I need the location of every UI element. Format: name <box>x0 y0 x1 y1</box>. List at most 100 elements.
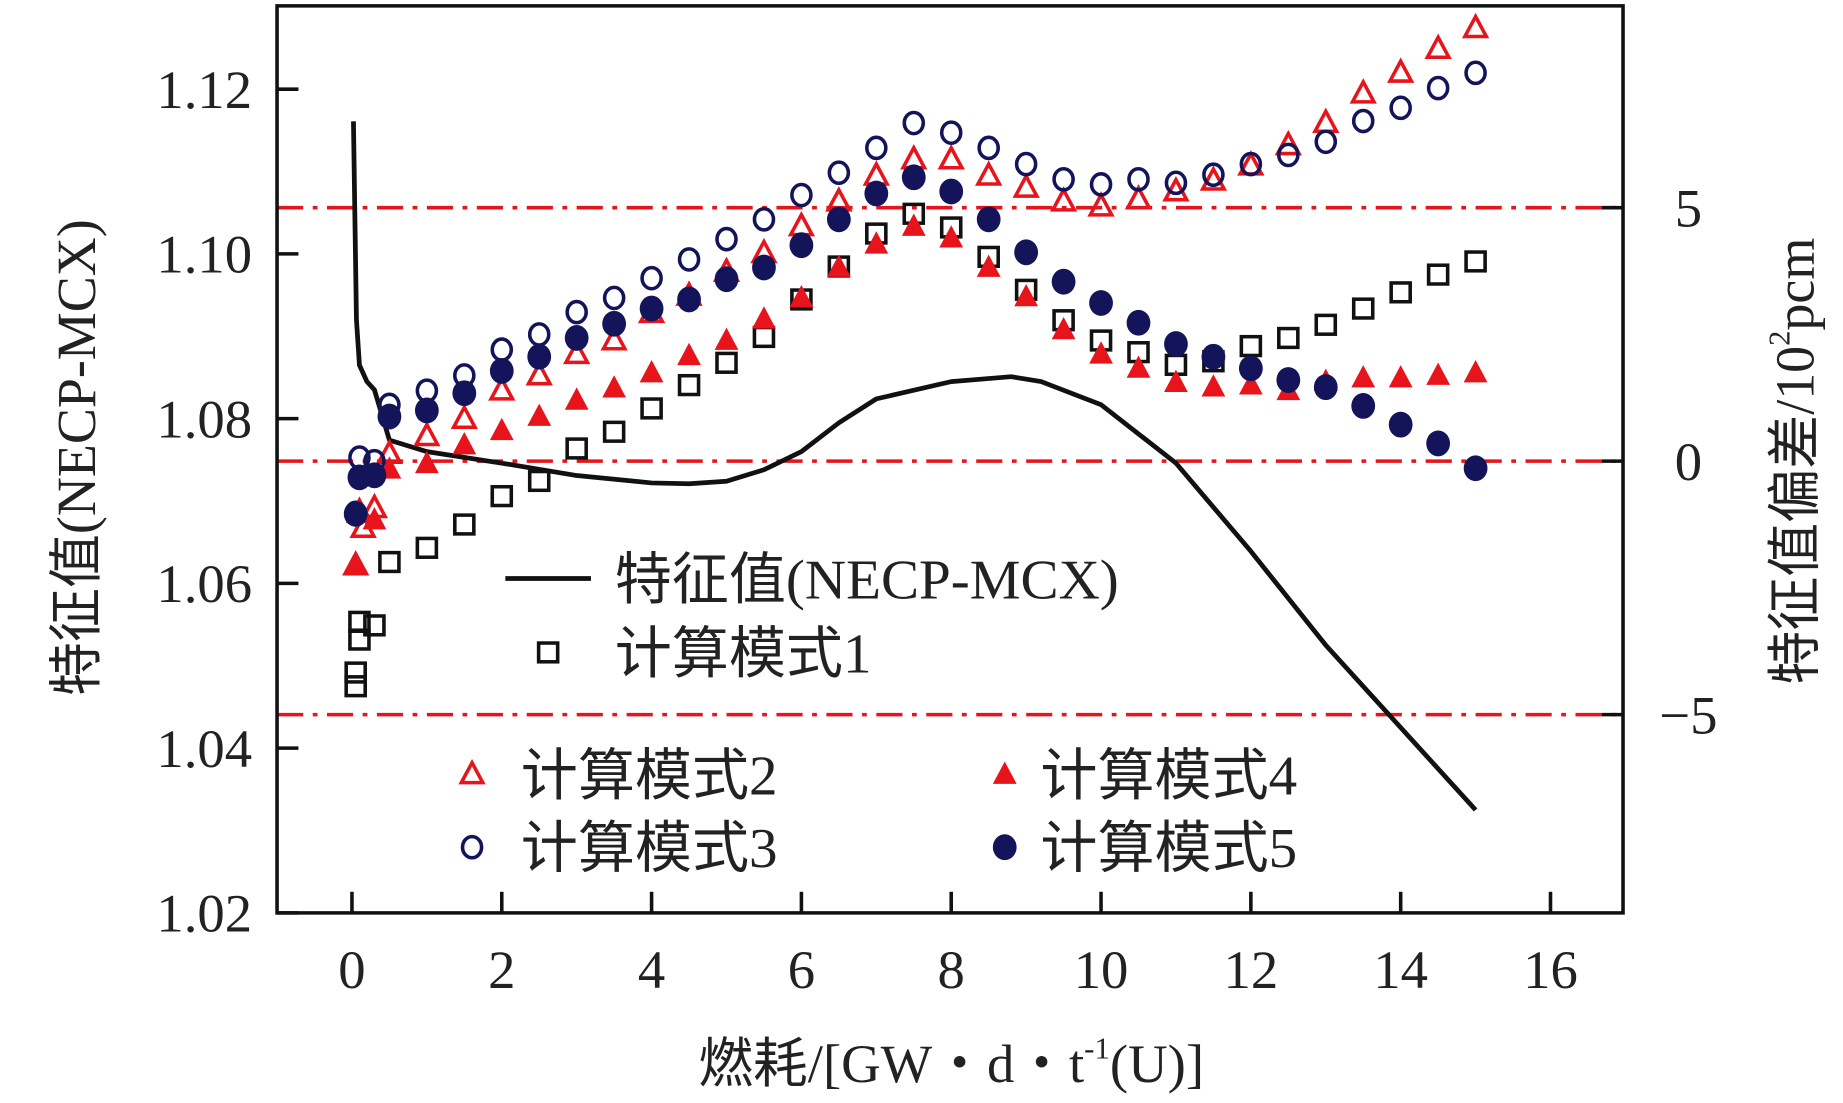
y-tick-label: 1.04 <box>156 719 252 779</box>
mode1-point <box>348 610 371 633</box>
mode5-point <box>1201 343 1226 370</box>
mode2-point <box>1387 57 1415 83</box>
mode5-point <box>1164 331 1188 357</box>
mode4-point <box>527 403 552 426</box>
mode3-point <box>602 285 626 311</box>
mode4-point <box>1051 316 1076 340</box>
mode1-point <box>1464 250 1487 273</box>
mode4-point <box>1126 355 1151 378</box>
mode1-point <box>415 536 439 559</box>
x-tick-label: 2 <box>488 940 515 1000</box>
y-tick-label: 1.02 <box>156 884 252 944</box>
mode1-point <box>1389 281 1412 304</box>
mode1-point <box>715 351 738 374</box>
mode1-point <box>453 513 476 536</box>
mode2-point <box>1461 12 1490 39</box>
square-icon <box>536 641 560 664</box>
legend-label-mode4: 计算模式4 <box>1040 745 1297 808</box>
mode5-point <box>714 266 739 293</box>
mode3-point <box>640 265 663 291</box>
mode1-point <box>1314 313 1338 336</box>
mode1-point <box>344 661 367 684</box>
y2-tick-label: −5 <box>1659 686 1717 746</box>
x-tick-label: 4 <box>638 940 665 1000</box>
mode4-point <box>1463 360 1488 383</box>
legend-label-line: 特征值(NECP-MCX) <box>615 549 1119 612</box>
y-axis-label: 特征值(NECP-MCX) <box>47 219 107 696</box>
mode5-point <box>639 295 664 322</box>
mode2-point <box>787 210 816 237</box>
mode4-point <box>1238 372 1263 395</box>
mode5-point <box>677 286 701 313</box>
mode3-point <box>1202 162 1225 188</box>
mode4-point <box>1426 362 1451 385</box>
mode5-point <box>1313 374 1338 401</box>
x-tick-label: 14 <box>1373 940 1428 1000</box>
mode5-point <box>414 397 439 424</box>
mode5-point <box>377 403 402 430</box>
mode4-point <box>1164 369 1188 392</box>
mode4-point <box>489 417 514 441</box>
mode5-point <box>1463 455 1488 482</box>
mode2-point <box>525 359 553 386</box>
mode5-point <box>489 358 514 384</box>
y-tick-label: 1.06 <box>156 555 252 615</box>
mode4-point <box>1351 365 1376 388</box>
mode2-point <box>1349 78 1377 104</box>
mode3-point <box>715 226 738 252</box>
mode5-point <box>362 462 387 489</box>
mode3-point <box>1239 151 1263 177</box>
mode3-point <box>865 135 888 161</box>
mode2-point <box>450 403 478 430</box>
mode3-point <box>1464 60 1487 86</box>
legend-marker-mode1 <box>536 641 560 664</box>
mode5-point <box>901 164 926 191</box>
mode2-point <box>1274 129 1302 156</box>
legend-marker-mode3 <box>460 834 484 860</box>
mode5-point <box>343 500 368 527</box>
mode1-point <box>677 373 701 397</box>
mode5-point <box>527 343 552 370</box>
x-axis-ticks: 0 2 4 6 8 10 12 14 16 <box>338 891 1578 1000</box>
circle-filled-icon <box>992 834 1017 861</box>
mode1-point <box>752 325 776 349</box>
x-tick-label: 8 <box>938 940 965 1000</box>
mode3-point <box>565 299 588 325</box>
mode3-point <box>752 207 776 232</box>
mode4-point <box>564 387 589 410</box>
mode5-point <box>1126 309 1151 336</box>
mode3-point <box>1314 129 1338 155</box>
mode3-point <box>977 135 1000 161</box>
mode5-point <box>976 206 1001 233</box>
x-tick-label: 10 <box>1074 940 1129 1000</box>
mode2-point <box>1124 184 1153 210</box>
x-tick-label: 6 <box>788 940 815 1000</box>
legend-marker-mode4 <box>992 761 1017 784</box>
mode4-point <box>343 552 368 575</box>
legend-label-mode2: 计算模式2 <box>521 745 778 808</box>
mode2-point <box>1199 165 1228 191</box>
mode2-point <box>975 160 1003 186</box>
mode3-point <box>790 182 813 208</box>
mode5-point <box>564 325 589 351</box>
mode4-point <box>414 450 439 474</box>
mode4-point <box>1014 284 1039 307</box>
mode2-point <box>1424 33 1452 60</box>
mode4-point <box>602 375 627 398</box>
mode1-point <box>602 420 626 443</box>
mode5-point <box>752 254 776 281</box>
y-tick-label: 1.08 <box>156 390 252 450</box>
legend-marker-mode2 <box>458 758 486 785</box>
mode4-point <box>452 432 477 455</box>
x-tick-label: 16 <box>1523 940 1578 1000</box>
mode4-point <box>864 231 889 254</box>
mode2-point <box>488 375 516 401</box>
legend-marker-mode5 <box>992 834 1017 861</box>
mode5-point <box>1014 239 1039 266</box>
mode4-point <box>1201 374 1226 397</box>
mode2-point <box>1049 186 1078 212</box>
x-axis-label: 燃耗/[GW・d・t-1(U)] <box>698 1032 1204 1094</box>
mode2-point <box>600 325 628 351</box>
mode5-point <box>1276 367 1301 393</box>
mode5-point <box>939 178 964 205</box>
